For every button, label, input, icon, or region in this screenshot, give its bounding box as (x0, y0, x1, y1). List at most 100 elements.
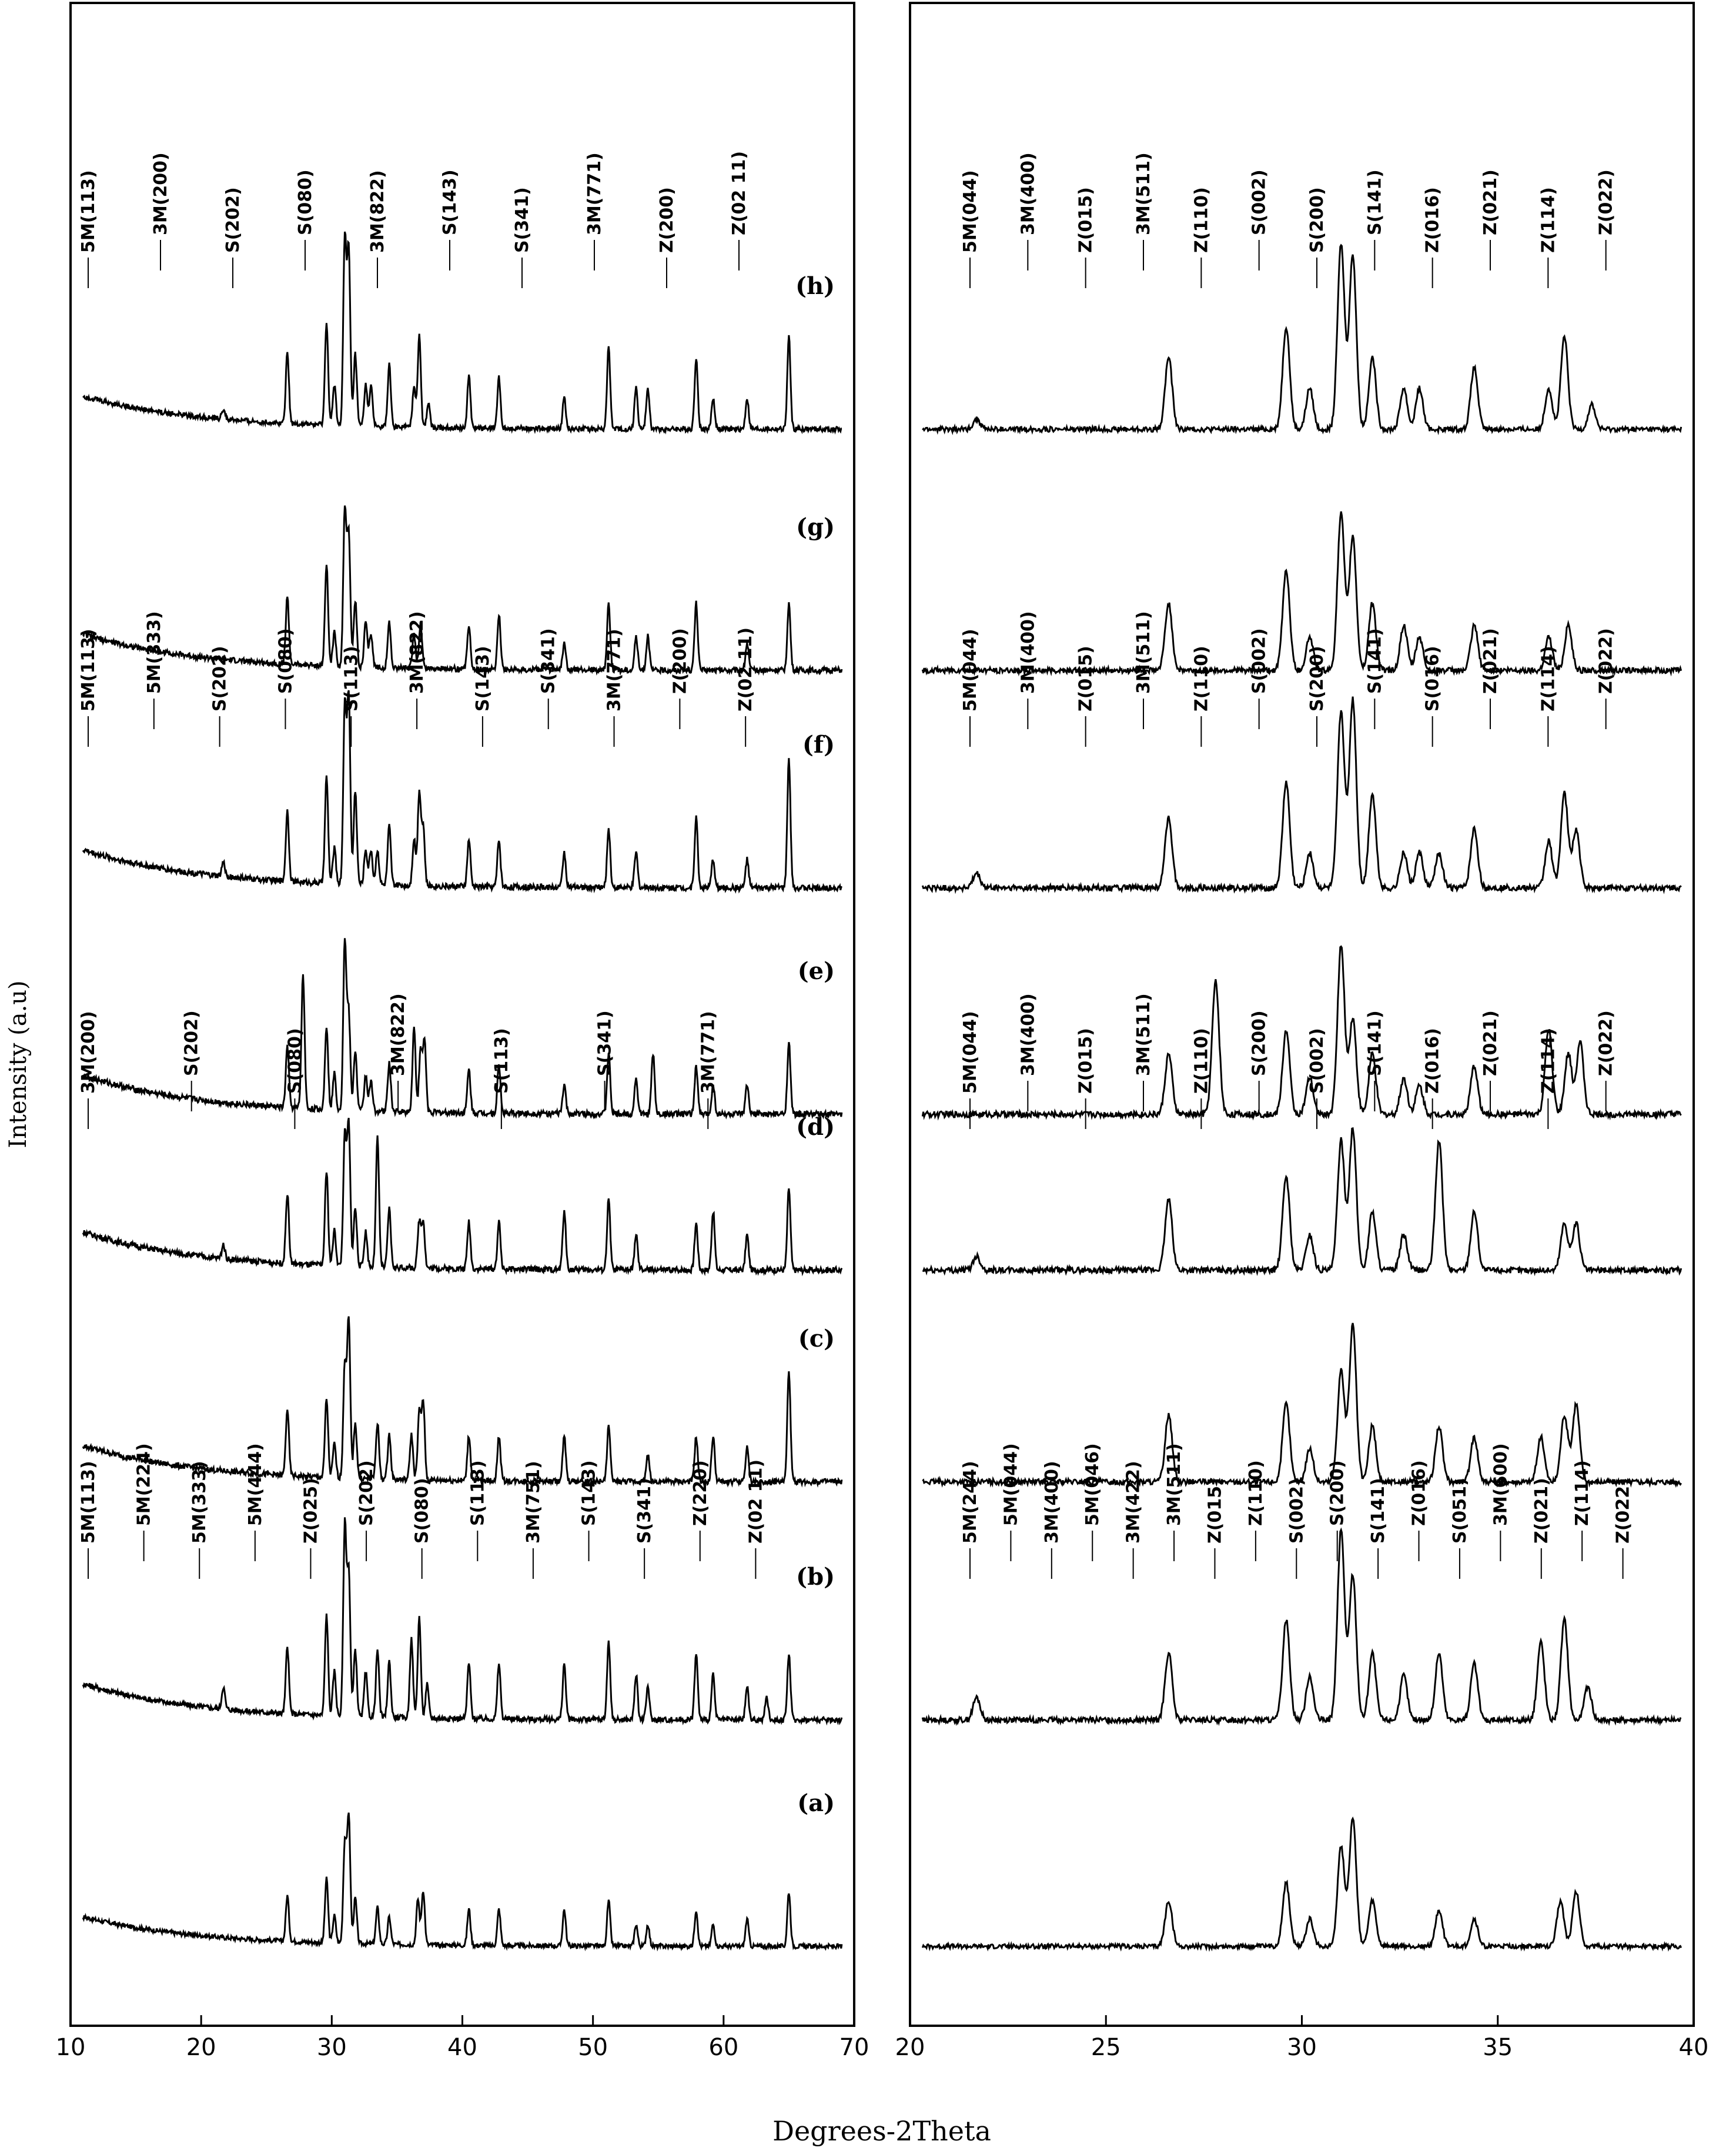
trace-1-2 (922, 1322, 1682, 1488)
trace-1-7 (922, 243, 1683, 436)
pattern-labels: (a) (b) (c) (d) (e) (f) (g) (h) (795, 272, 835, 1817)
peak-annotation: S(002) (1249, 169, 1270, 235)
peak-annotation: Z(015) (1076, 646, 1096, 712)
peak-annotation: 5M(044) (960, 1011, 981, 1094)
peak-annotation: S(141) (1364, 1010, 1385, 1076)
x-tick-label: 70 (839, 2034, 869, 2061)
peak-annotation: 5M(224) (134, 1443, 155, 1526)
peak-annotation: S(341) (595, 1010, 616, 1076)
x-axis-ticks: 10 20 30 40 50 60 70 20 25 30 35 40 (56, 2015, 1708, 2061)
peak-annotation: Z(016) (1423, 187, 1443, 253)
y-axis-title: Intensity (a.u) (5, 980, 32, 1148)
peak-annotation: 5M(444) (245, 1443, 266, 1526)
peak-annotation: S(200) (1307, 187, 1327, 253)
peak-annotation: 3M(511) (1133, 993, 1154, 1076)
pattern-label: (a) (797, 1789, 835, 1817)
peak-annotation: Z(114) (1538, 187, 1558, 253)
peak-annotation: S(202) (223, 187, 243, 253)
peak-annotation: Z(022) (1596, 628, 1617, 694)
trace-1-3 (922, 1127, 1683, 1277)
peak-annotation: Z(025) (301, 1478, 322, 1544)
peak-annotation: 5M(113) (78, 170, 99, 253)
peak-annotation: S(080) (412, 1478, 433, 1544)
peak-annotation: Z(114) (1538, 1028, 1558, 1094)
trace-1-5 (921, 696, 1682, 894)
trace-1-6 (921, 511, 1683, 677)
pattern-traces (82, 231, 1683, 1952)
peak-annotation: S(341) (538, 628, 559, 694)
peak-annotation: S(141) (1368, 1478, 1389, 1544)
peak-annotation: Z(016) (1423, 1028, 1443, 1094)
x-tick-label: 60 (708, 2034, 738, 2061)
peak-annotation: 5M(044) (960, 170, 981, 253)
pattern-label: (f) (802, 731, 835, 759)
trace-0-2 (82, 1316, 843, 1488)
peak-annotation: S(143) (473, 646, 493, 712)
peak-annotation: 3M(822) (407, 611, 427, 694)
peak-annotation: 3M(771) (584, 152, 605, 235)
peak-annotation: S(002) (1307, 1028, 1327, 1094)
peak-annotation: 3M(771) (698, 1011, 718, 1094)
peak-annotation: 3M(822) (367, 170, 388, 253)
x-tick-label: 50 (578, 2034, 608, 2061)
pattern-label: (e) (798, 957, 835, 985)
peak-annotation: Z(110) (1246, 1460, 1266, 1526)
trace-1-1 (921, 1527, 1682, 1726)
peak-annotation: Z(022) (1596, 1010, 1617, 1076)
peak-annotation: 3M(200) (150, 152, 171, 235)
peak-annotation: Z(02 11) (745, 1459, 766, 1544)
x-tick-label: 40 (447, 2034, 477, 2061)
pattern-label: (h) (795, 272, 835, 300)
peak-annotation: 3M(200) (78, 1011, 99, 1094)
peak-annotation: 5M(244) (960, 1461, 981, 1544)
peak-annotation: S(080) (285, 1028, 305, 1094)
pattern-label: (d) (796, 1113, 835, 1141)
peak-annotation: 5M(333) (144, 611, 165, 694)
peak-annotation: Z(015) (1076, 187, 1096, 253)
peak-annotation: S(051) (1450, 1478, 1470, 1544)
peak-annotation: Z(114) (1538, 646, 1558, 712)
pattern-label: (g) (796, 513, 835, 541)
trace-0-7 (82, 231, 842, 435)
peak-annotation: Z(021) (1531, 1478, 1552, 1544)
peak-annotation: 3M(511) (1133, 152, 1154, 235)
peak-annotation: S(341) (634, 1478, 655, 1544)
trace-0-1 (82, 1517, 843, 1726)
peak-annotation: Z(022) (1596, 169, 1617, 235)
peak-annotation: S(080) (295, 169, 316, 235)
peak-annotation: S(113) (467, 1460, 488, 1526)
peak-annotation: 3M(751) (523, 1461, 544, 1544)
peak-annotation: 3M(822) (388, 993, 409, 1076)
peak-annotation: S(141) (1364, 169, 1385, 235)
peak-annotation: S(016) (1423, 646, 1443, 712)
peak-annotation: 5M(044) (960, 629, 981, 712)
peak-annotation: 3M(771) (604, 629, 625, 712)
peak-annotation: 3M(400) (1042, 1461, 1062, 1544)
y-axis-title-wrap: Intensity (a.u) (5, 980, 32, 1148)
peak-annotation: S(202) (210, 646, 230, 712)
peak-annotation: S(143) (579, 1460, 600, 1526)
peak-annotation: S(202) (182, 1010, 202, 1076)
peak-annotation: 5M(046) (1082, 1443, 1103, 1526)
peak-annotation: 5M(044) (1001, 1443, 1021, 1526)
peak-annotation: Z(015) (1205, 1478, 1226, 1544)
pattern-label: (c) (798, 1325, 835, 1352)
peak-annotation: 5M(113) (78, 629, 99, 712)
x-tick-label: 25 (1091, 2034, 1121, 2061)
peak-annotation: Z(021) (1480, 169, 1501, 235)
peak-annotation: 3M(400) (1018, 993, 1038, 1076)
x-tick-label: 20 (186, 2034, 216, 2061)
trace-0-3 (82, 1117, 843, 1277)
peak-annotation: Z(022) (1613, 1478, 1634, 1544)
peak-annotation: 3M(511) (1164, 1443, 1185, 1526)
peak-annotation: Z(110) (1191, 646, 1212, 712)
trace-0-0 (82, 1812, 843, 1952)
peak-annotation: Z(220) (690, 1460, 711, 1526)
x-tick-label: 35 (1483, 2034, 1513, 2061)
peak-annotation: Z(016) (1409, 1460, 1430, 1526)
peak-annotation: S(341) (512, 187, 533, 253)
peak-annotation: S(202) (356, 1460, 377, 1526)
peak-annotation: S(200) (1249, 1010, 1270, 1076)
x-tick-label: 30 (317, 2034, 347, 2061)
